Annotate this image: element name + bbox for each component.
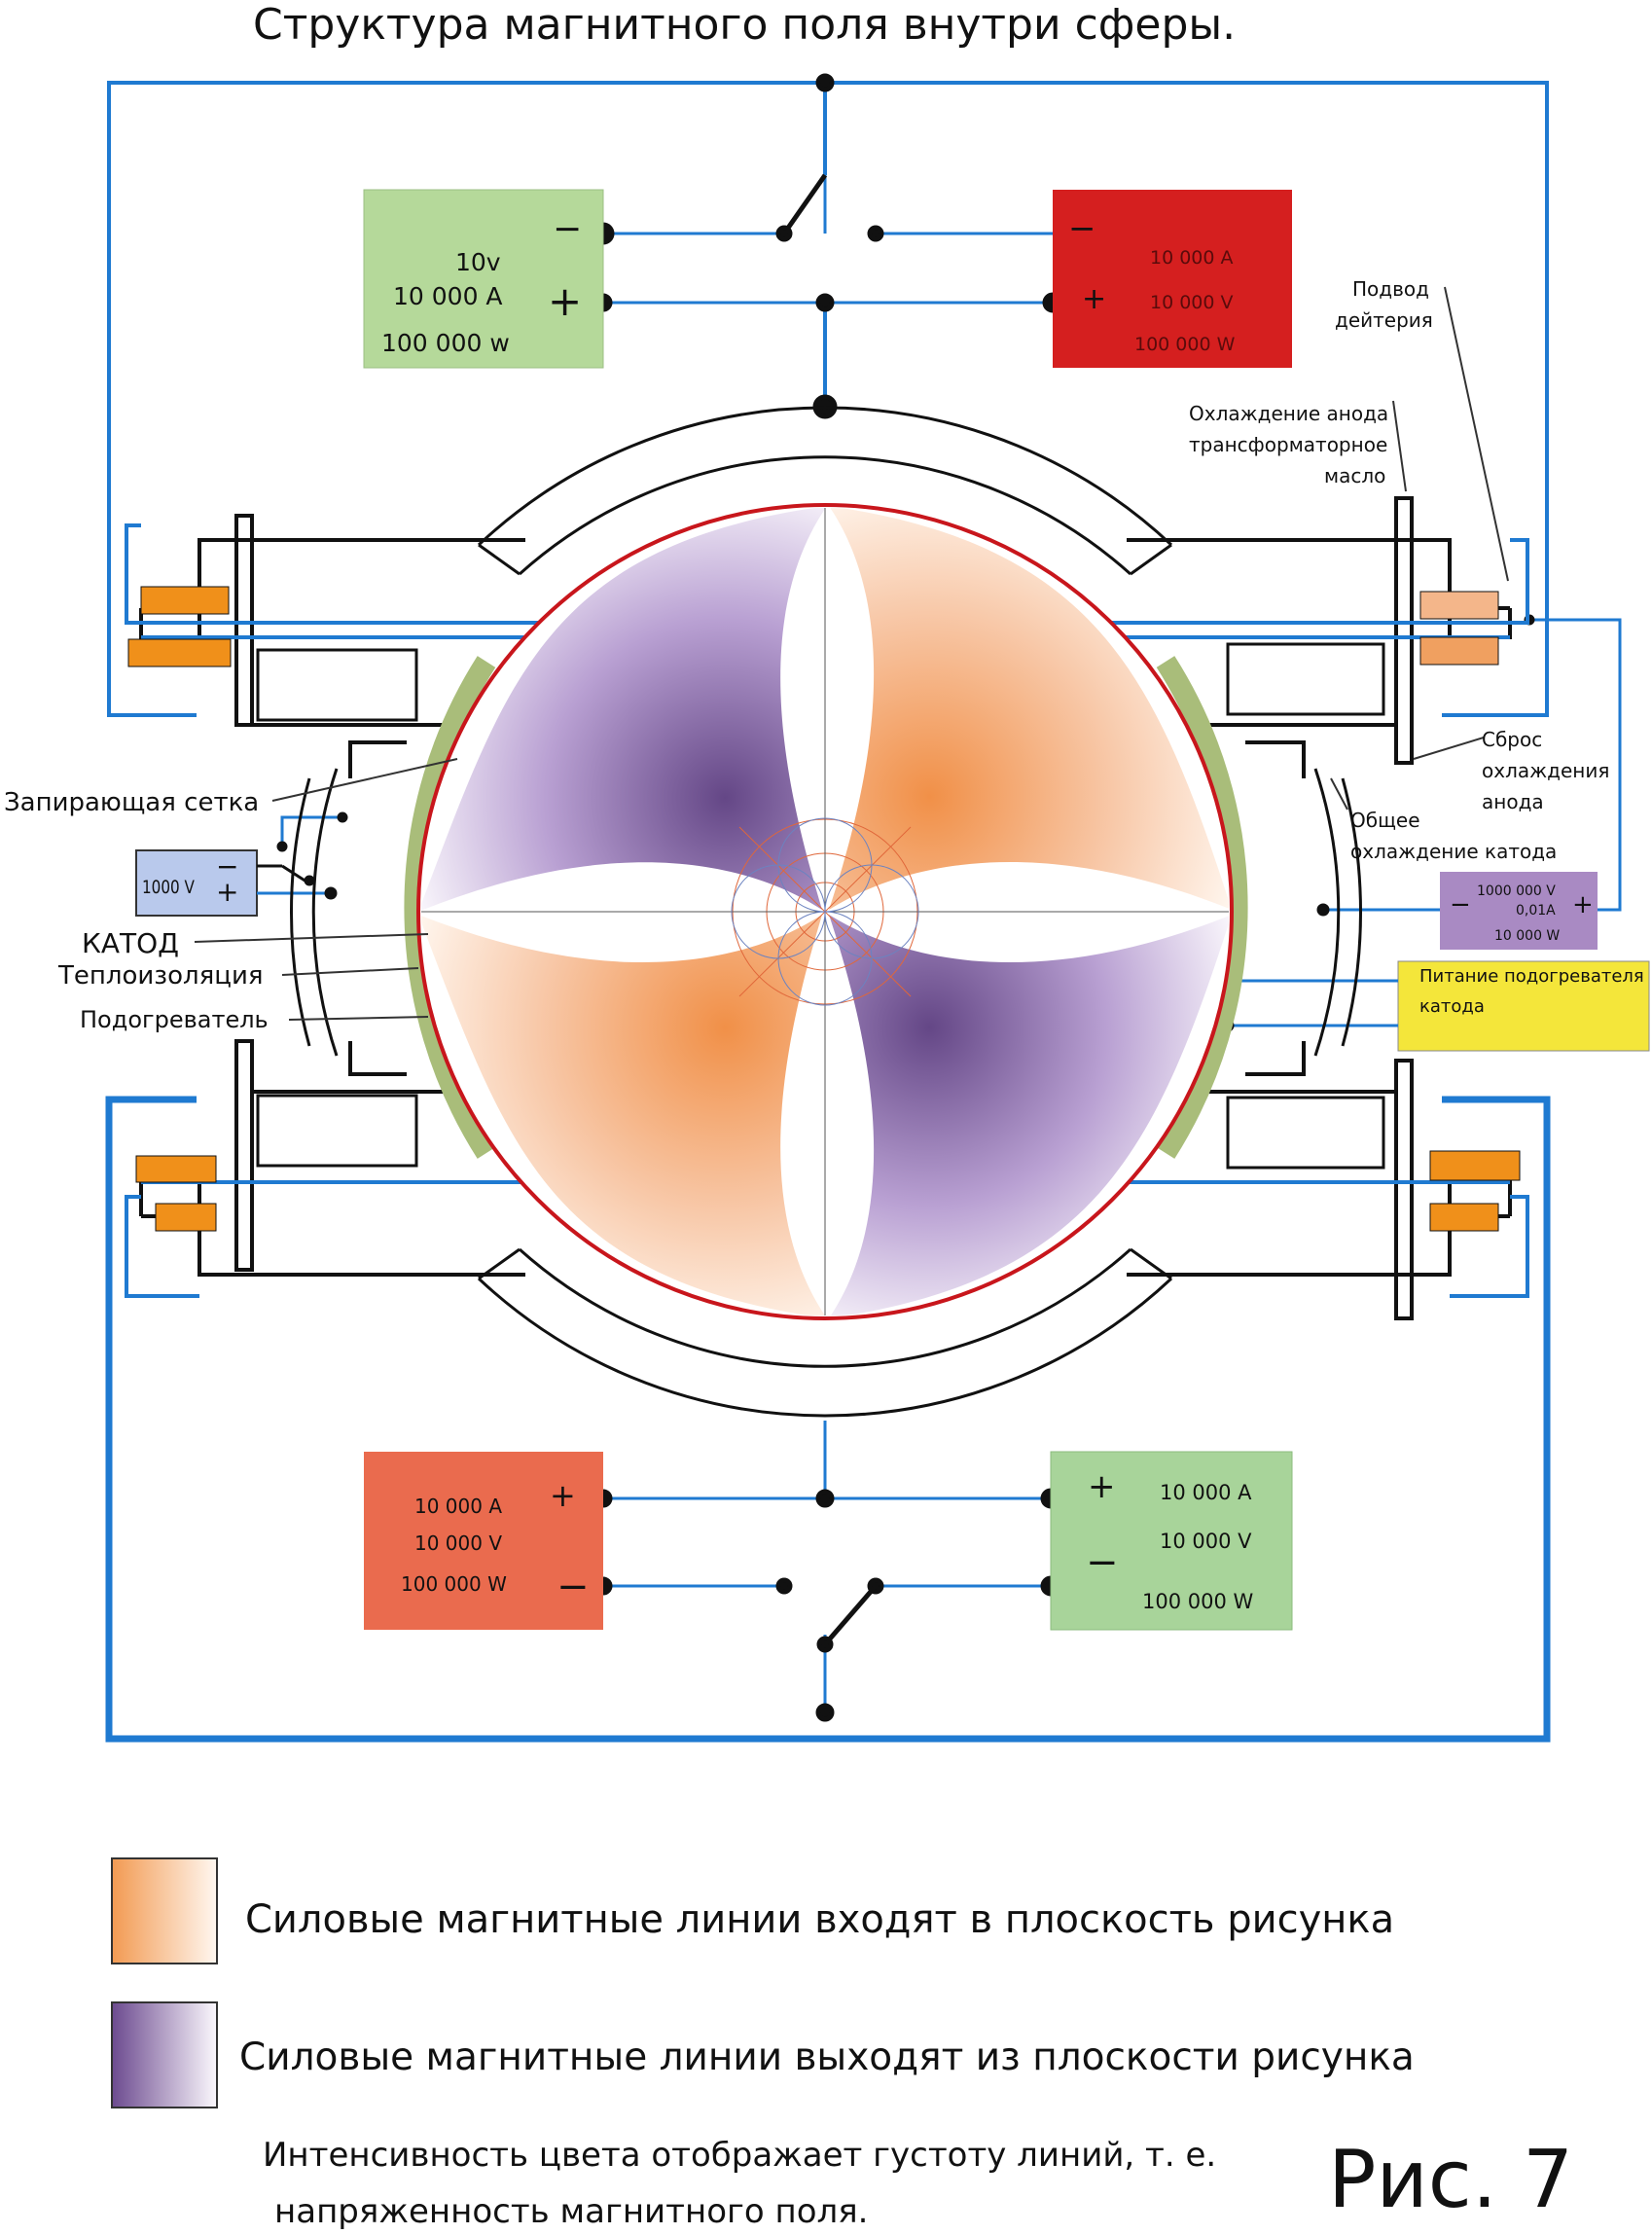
top-right-line3: 100 000 W <box>1134 334 1236 355</box>
top-switch-network <box>603 175 1053 305</box>
bottom-switch <box>593 1488 1061 1722</box>
top-right-line1: 10 000 A <box>1150 247 1234 269</box>
page-title: Структура магнитного поля внутри сферы. <box>253 0 1237 50</box>
bottom-left-source-box <box>364 1452 603 1630</box>
label-reset-3: анода <box>1482 790 1544 813</box>
legend-orange-swatch <box>111 1857 218 1964</box>
top-left-minus: − <box>553 209 583 249</box>
label-cathode: КАТОД <box>82 927 180 959</box>
bottom-left-plus: + <box>550 1477 576 1514</box>
anode-source-plus: + <box>1572 890 1594 919</box>
bottom-right-line2: 10 000 V <box>1160 1530 1252 1553</box>
note-line-1: Интенсивность цвета отображает густоту л… <box>263 2136 1217 2175</box>
bottom-switch-network <box>603 1496 1051 1644</box>
top-right-plus: + <box>1082 282 1107 316</box>
label-deuterium-1: Подвод <box>1352 277 1429 301</box>
heater-power-box <box>1397 960 1650 1052</box>
label-cathode-cool-2: охлаждение катода <box>1350 840 1558 863</box>
anode-source-box <box>1440 872 1598 950</box>
top-left-line2: 10 000 A <box>393 282 503 310</box>
bottom-right-source-box <box>1050 1451 1293 1631</box>
grid-source-label: 1000 V <box>142 877 195 898</box>
label-cathode-cool-1: Общее <box>1350 809 1420 832</box>
anode-source-line3: 10 000 W <box>1494 928 1561 944</box>
field-top-right-orange <box>829 508 1229 910</box>
legend-purple-swatch <box>111 2001 218 2108</box>
field-bottom-left-orange <box>421 915 827 1315</box>
bottom-left-line1: 10 000 A <box>414 1495 503 1518</box>
anode-source-line2: 0,01A <box>1516 903 1556 919</box>
heater-power-line2: катода <box>1419 996 1485 1017</box>
legend-incoming-text: Силовые магнитные линии входят в плоскос… <box>245 1897 1395 1942</box>
top-right-minus: − <box>1068 209 1096 248</box>
lower-blue-circuit <box>105 1096 1551 1743</box>
top-right-line2: 10 000 V <box>1150 292 1234 313</box>
bottom-left-line2: 10 000 V <box>414 1531 503 1555</box>
figure-label: Рис. 7 <box>1328 2134 1574 2226</box>
label-anode-cool-2: трансформаторное <box>1189 433 1388 456</box>
label-locking-grid: Запирающая сетка <box>4 788 260 817</box>
grid-source-plus: + <box>216 876 239 908</box>
heater-power-line1: Питание подогревателя <box>1419 966 1644 987</box>
label-anode-cool-1: Охлаждение анода <box>1189 402 1389 425</box>
bottom-right-plus: + <box>1088 1467 1116 1506</box>
label-anode-cool-3: масло <box>1324 464 1386 487</box>
field-top-left-purple <box>421 508 827 912</box>
grid-source-minus: − <box>216 850 239 883</box>
label-reset-1: Сброс <box>1482 728 1543 751</box>
label-thermal-insulation: Теплоизоляция <box>58 961 264 991</box>
label-reset-2: охлаждения <box>1482 759 1610 782</box>
legend-outgoing-text: Силовые магнитные линии выходят из плоск… <box>239 2036 1415 2079</box>
bottom-right-line3: 100 000 W <box>1142 1590 1254 1613</box>
top-left-line1: 10v <box>455 248 501 276</box>
bottom-left-minus: − <box>557 1565 590 1609</box>
top-left-line3: 100 000 w <box>381 329 510 357</box>
central-field-lines <box>421 508 1229 1315</box>
note-line-2: напряженность магнитного поля. <box>274 2192 869 2231</box>
bottom-left-line3: 100 000 W <box>401 1572 507 1596</box>
grid-source-box <box>135 849 258 917</box>
top-switch <box>592 73 1063 419</box>
top-left-plus: + <box>548 277 583 325</box>
anode-source-line1: 1000 000 V <box>1477 883 1556 899</box>
top-right-source-box <box>1053 190 1292 368</box>
label-deuterium-2: дейтерия <box>1335 308 1433 332</box>
sphere <box>416 503 1234 1320</box>
top-left-source-box <box>363 189 604 369</box>
anode-source-minus: − <box>1450 890 1471 919</box>
bottom-right-minus: − <box>1086 1540 1119 1585</box>
field-bottom-right-purple <box>829 915 1229 1315</box>
winding-blocks <box>256 642 1385 1170</box>
pointer-lines <box>194 286 1509 1021</box>
label-heater: Подогреватель <box>80 1006 269 1033</box>
coil-blocks <box>127 586 1521 1232</box>
bottom-right-line1: 10 000 A <box>1160 1481 1252 1504</box>
